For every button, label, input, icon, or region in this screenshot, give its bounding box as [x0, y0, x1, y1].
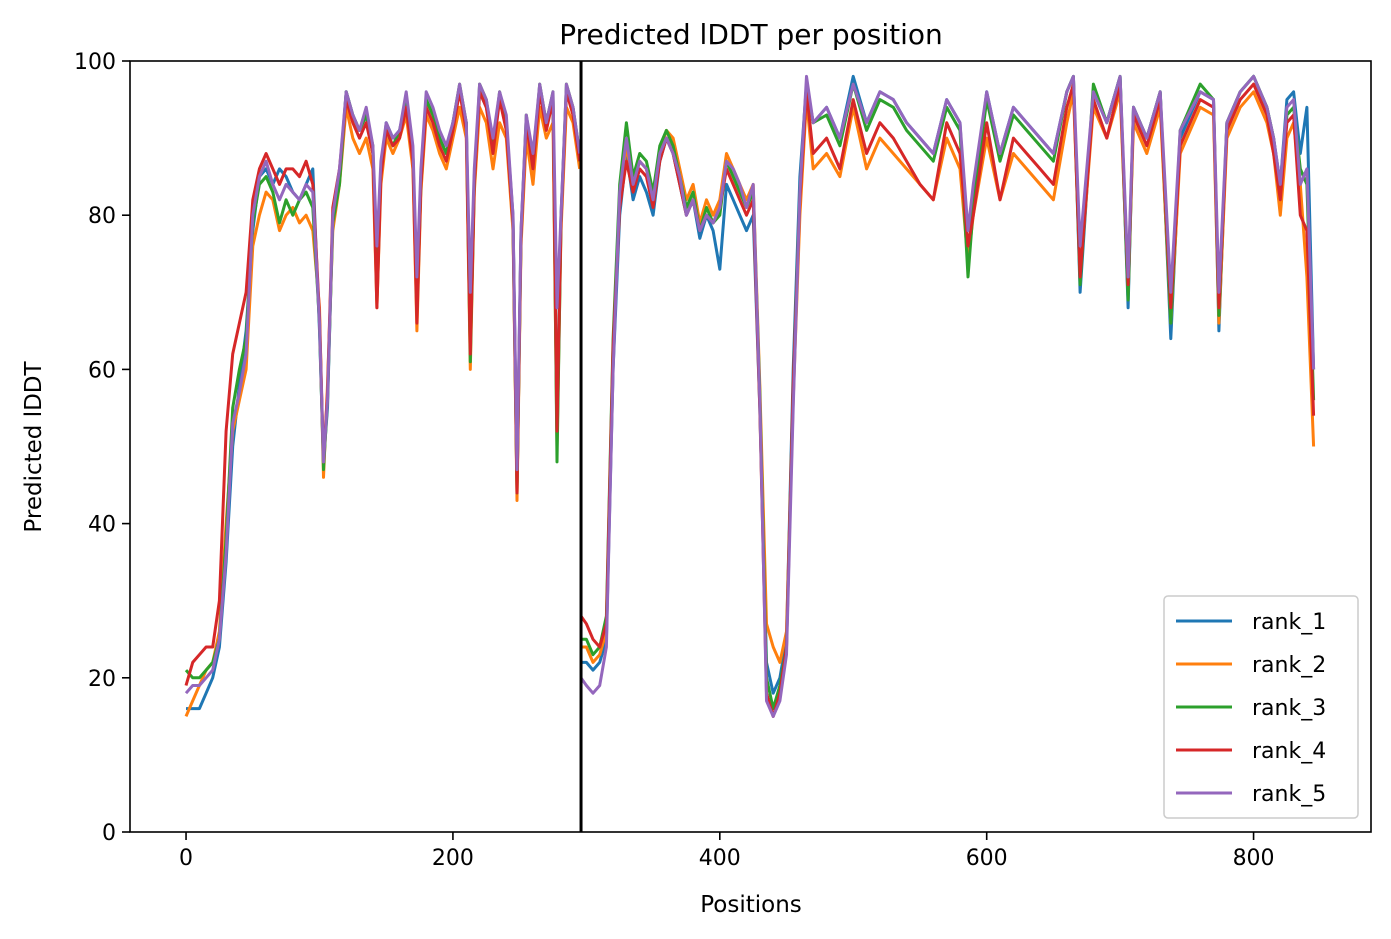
series-line-rank_5 — [184, 74, 1316, 718]
y-tick-label: 0 — [102, 821, 116, 846]
x-axis-label: Positions — [700, 892, 802, 918]
legend-label-rank_1: rank_1 — [1252, 610, 1326, 635]
legend-label-rank_4: rank_4 — [1252, 739, 1326, 764]
y-tick-label: 80 — [88, 204, 116, 229]
x-tick-label: 200 — [432, 846, 474, 871]
y-tick-label: 100 — [74, 50, 116, 75]
x-tick-label: 0 — [179, 846, 193, 871]
legend-label-rank_5: rank_5 — [1252, 782, 1326, 807]
series-line-rank_3 — [184, 74, 1316, 711]
legend-label-rank_3: rank_3 — [1252, 696, 1326, 721]
legend-label-rank_2: rank_2 — [1252, 653, 1326, 678]
legend: rank_1 rank_2 rank_3 rank_4 rank_5 — [1163, 595, 1359, 819]
y-tick-label: 20 — [88, 667, 116, 692]
x-tick-label: 600 — [966, 846, 1008, 871]
series-line-rank_1 — [186, 74, 1316, 711]
y-tick-label: 40 — [88, 513, 116, 538]
y-axis-label: Predicted lDDT — [21, 360, 47, 532]
chart-title: Predicted lDDT per position — [559, 18, 943, 51]
series-lines — [184, 74, 1316, 718]
plot-frame — [129, 60, 1372, 833]
x-axis-ticks: 0 200 400 600 800 — [179, 832, 1275, 871]
y-axis-ticks: 0 20 40 60 80 100 — [74, 50, 130, 846]
series-line-rank_2 — [184, 90, 1316, 717]
legend-box — [1163, 595, 1359, 819]
x-tick-label: 400 — [699, 846, 741, 871]
series-line-rank_4 — [184, 82, 1316, 718]
x-tick-label: 800 — [1233, 846, 1275, 871]
y-tick-label: 60 — [88, 358, 116, 383]
